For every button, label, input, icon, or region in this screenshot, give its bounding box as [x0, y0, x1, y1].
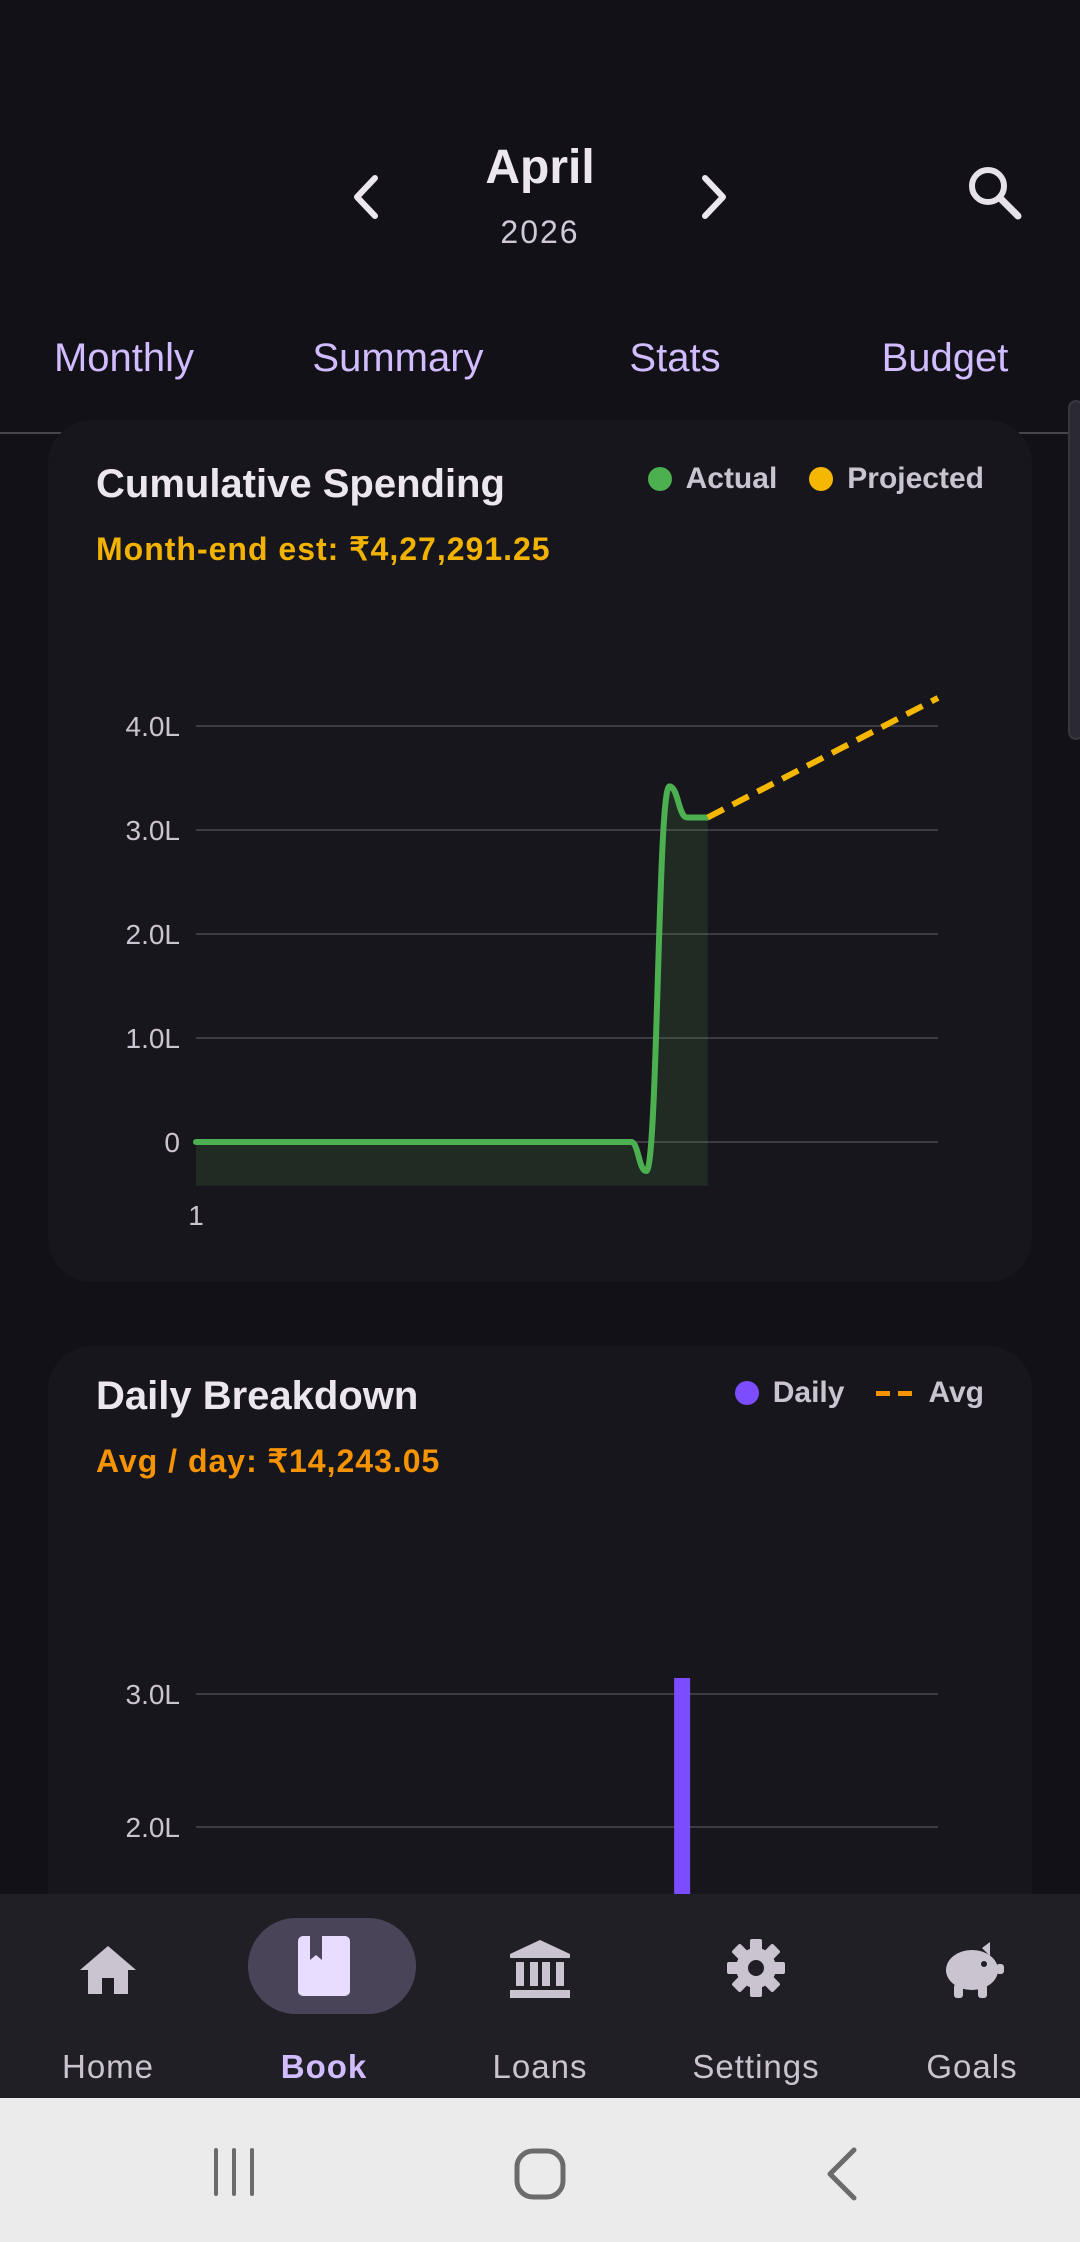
home-system-button[interactable]	[510, 2144, 570, 2204]
back-system-button[interactable]	[816, 2144, 872, 2204]
avg-per-day: Avg / day: ₹14,243.05	[96, 1443, 441, 1479]
y-tick-label: 3.0L	[126, 1679, 181, 1710]
search-button[interactable]	[962, 160, 1026, 224]
next-month-button[interactable]	[684, 160, 744, 234]
projected-legend-dot	[809, 467, 834, 491]
nav-book-label: Book	[280, 2048, 368, 2085]
nav-home-label: Home	[61, 2048, 155, 2085]
tab-scrollbar[interactable]	[1068, 400, 1080, 740]
actual-legend-label: Actual	[685, 462, 778, 495]
nav-settings-label: Settings	[692, 2048, 820, 2085]
tab-summary[interactable]: Summary	[312, 336, 484, 380]
daily-legend: Daily Avg	[734, 1376, 984, 1410]
cumulative-spending-card	[48, 420, 1032, 1282]
gear-icon	[727, 1939, 785, 1997]
tab-budget[interactable]: Budget	[881, 336, 1009, 380]
chevron-right-icon	[702, 175, 726, 219]
projected-legend-label: Projected	[847, 462, 984, 495]
cumulative-chart: 4.0L 3.0L 2.0L 1.0L 0 1	[126, 695, 940, 1231]
y-tick-label: 1.0L	[126, 1023, 181, 1054]
search-icon	[969, 167, 1022, 220]
nav-book[interactable]: Book	[216, 1918, 432, 2088]
nav-goals[interactable]: Goals	[864, 1918, 1080, 2088]
actual-legend-dot	[647, 467, 672, 491]
projected-series-line	[706, 695, 940, 821]
nav-goals-label: Goals	[926, 2048, 1018, 2085]
daily-title: Daily Breakdown	[96, 1374, 419, 1418]
actual-series-line	[193, 783, 711, 1175]
nav-settings[interactable]: Settings	[648, 1918, 864, 2088]
cumulative-legend: Actual Projected	[647, 462, 984, 496]
tab-monthly[interactable]: Monthly	[53, 336, 195, 380]
daily-legend-dot	[734, 1381, 759, 1405]
home-circle-icon	[514, 2148, 566, 2200]
bank-icon	[510, 1940, 570, 1998]
system-navigation-bar	[0, 2098, 1080, 2242]
actual-area	[196, 786, 708, 1186]
y-tick-label: 2.0L	[126, 919, 181, 950]
y-tick-label: 4.0L	[126, 711, 181, 742]
home-icon	[80, 1946, 136, 1994]
y-tick-label: 0	[164, 1127, 180, 1158]
nav-loans[interactable]: Loans	[432, 1918, 648, 2088]
nav-home[interactable]: Home	[0, 1918, 216, 2088]
daily-bar	[674, 1678, 691, 1894]
recents-icon	[214, 2148, 254, 2196]
cumulative-title: Cumulative Spending	[96, 462, 505, 506]
year-label: 2026	[500, 214, 580, 250]
nav-loans-label: Loans	[492, 2048, 588, 2085]
avg-legend-dash	[876, 1390, 915, 1396]
piggy-bank-icon	[946, 1942, 1004, 1998]
x-tick-label: 1	[188, 1200, 204, 1231]
tab-stats[interactable]: Stats	[629, 336, 721, 380]
y-tick-label: 2.0L	[126, 1812, 181, 1843]
month-end-estimate: Month-end est: ₹4,27,291.25	[96, 531, 551, 567]
prev-month-button[interactable]	[336, 160, 396, 234]
avg-legend-label: Avg	[928, 1376, 984, 1409]
book-icon	[298, 1936, 350, 1996]
y-tick-label: 3.0L	[126, 815, 181, 846]
recents-button[interactable]	[206, 2144, 262, 2200]
daily-legend-label: Daily	[772, 1376, 845, 1409]
chevron-left-icon	[354, 175, 378, 219]
daily-chart: 3.0L2.0L1.0L	[126, 1678, 938, 1894]
month-title: April	[485, 141, 595, 194]
back-icon	[827, 2147, 857, 2201]
